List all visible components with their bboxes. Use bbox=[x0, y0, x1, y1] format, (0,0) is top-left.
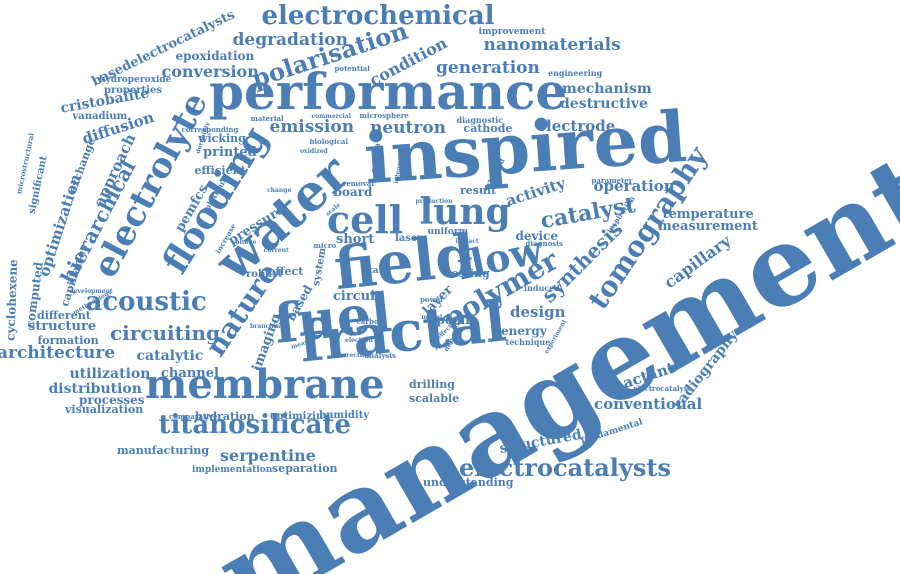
word-printed: printed bbox=[203, 144, 257, 160]
word-electrochemical: electrochemical bbox=[261, 1, 495, 31]
word-cell: cell bbox=[327, 197, 404, 242]
word-electrocatalyst: electrocatalyst bbox=[633, 383, 691, 393]
word-device: device bbox=[515, 229, 559, 243]
word-serpentine: serpentine bbox=[220, 446, 316, 465]
word-structure: structure bbox=[28, 318, 97, 334]
word-conversion: conversion bbox=[161, 62, 259, 81]
word-vanadium: vanadium bbox=[72, 111, 128, 122]
word-formation: formation bbox=[37, 333, 99, 347]
word-cathode: cathode bbox=[463, 121, 513, 135]
word-circuit: circuit bbox=[333, 288, 382, 304]
word-mechanism: mechanism bbox=[562, 81, 652, 97]
word-removal: removal bbox=[342, 178, 374, 188]
word-testing: testing bbox=[446, 266, 490, 280]
word-micro: micro bbox=[313, 240, 337, 250]
word-titanosilicate: titanosilicate bbox=[158, 410, 352, 440]
word-analysis: analysis bbox=[364, 350, 396, 360]
word-destructive: destructive bbox=[560, 96, 648, 112]
word-potential: potential bbox=[334, 63, 370, 73]
word-corresponding: corresponding bbox=[181, 124, 239, 134]
word-model: model bbox=[421, 314, 443, 321]
word-voltage: voltage bbox=[232, 239, 257, 246]
word-acoustic: acoustic bbox=[85, 287, 207, 317]
word-temperature: temperature bbox=[662, 206, 754, 222]
word-different: different bbox=[37, 308, 91, 322]
word-hydroperoxide: hydroperoxide bbox=[99, 74, 172, 85]
word-separation: separation bbox=[272, 461, 338, 475]
word-utilization: utilization bbox=[69, 366, 151, 382]
word-development: development bbox=[69, 288, 113, 295]
word-engineering: engineering bbox=[548, 68, 603, 78]
word-pemfc: pemfc bbox=[436, 313, 478, 327]
word-diagnostic: diagnostic bbox=[456, 115, 504, 125]
word-technique: technique bbox=[505, 337, 551, 347]
word-induced: induced bbox=[524, 283, 560, 293]
word-impact: impact bbox=[455, 238, 479, 245]
word-correction: correction bbox=[335, 352, 371, 359]
word-significant: significant bbox=[26, 154, 50, 216]
word-nanomaterials: nanomaterials bbox=[483, 34, 621, 55]
word-production: production bbox=[415, 198, 453, 205]
word-emission: emission bbox=[269, 116, 355, 137]
word-measurement: measurement bbox=[658, 218, 758, 234]
word-architecture: architecture bbox=[0, 342, 116, 363]
word-result: result bbox=[460, 183, 497, 197]
word-power: power bbox=[420, 294, 444, 304]
word-short: short bbox=[336, 231, 375, 247]
word-change: change bbox=[267, 187, 292, 194]
word-catalytic: catalytic bbox=[136, 348, 204, 364]
word-operation: operation bbox=[593, 176, 675, 195]
word-diagnosis: diagnosis bbox=[525, 238, 563, 248]
word-hydration: hydration bbox=[195, 409, 255, 423]
word-channel: channel bbox=[161, 365, 219, 381]
word-board: board bbox=[333, 185, 373, 199]
word-optimizing: optimizing bbox=[270, 411, 331, 422]
word-efficient: efficient bbox=[194, 163, 246, 177]
word-electron: electron bbox=[345, 337, 373, 344]
word-neutron: neutron bbox=[370, 117, 447, 138]
word-carbon: carbon bbox=[356, 316, 384, 326]
word-robust: robust bbox=[246, 269, 283, 280]
word-scalable: scalable bbox=[409, 391, 460, 405]
word-distribution: distribution bbox=[48, 381, 142, 397]
word-cyclohexene: cyclohexene bbox=[3, 258, 21, 342]
word-state: state bbox=[363, 265, 389, 276]
word-implementation: implementation bbox=[192, 464, 273, 475]
word-system: system bbox=[310, 246, 329, 287]
word-understanding: understanding bbox=[423, 475, 514, 489]
word-energy: energy bbox=[501, 324, 547, 338]
word-membrane: membrane bbox=[145, 361, 385, 408]
word-degradation: degradation bbox=[232, 29, 348, 50]
word-humidity: humidity bbox=[319, 410, 370, 421]
word-manufacturing: manufacturing bbox=[117, 443, 210, 457]
word-improvement: improvement bbox=[478, 26, 546, 37]
word-circuiting: circuiting bbox=[110, 321, 220, 345]
word-microsphere: microsphere bbox=[359, 110, 409, 120]
word-conventional: conventional bbox=[594, 394, 703, 413]
word-laser: laser bbox=[395, 233, 423, 244]
word-drilling: drilling bbox=[409, 377, 455, 391]
word-commercial: commercial bbox=[311, 113, 351, 120]
word-effect: effect bbox=[268, 264, 304, 278]
word-performance: performance bbox=[209, 62, 568, 121]
word-design: design bbox=[510, 302, 566, 321]
word-lung: lung bbox=[419, 191, 511, 233]
word-electrocatalysts: electrocatalysts bbox=[459, 453, 671, 482]
word-epoxidation: epoxidation bbox=[175, 49, 255, 63]
word-properties: properties bbox=[104, 85, 162, 96]
word-material: material bbox=[250, 113, 284, 123]
word-processes: processes bbox=[79, 393, 145, 407]
word-electrode: electrode bbox=[536, 116, 616, 135]
word-generation: generation bbox=[436, 57, 540, 78]
word-branching: branching bbox=[250, 323, 285, 330]
word-biological: biological bbox=[309, 136, 349, 146]
word-current: current bbox=[263, 247, 289, 254]
word-visualization: visualization bbox=[65, 402, 144, 416]
word-parameter: parameter bbox=[591, 175, 633, 185]
word-comparative: comparative bbox=[169, 411, 218, 421]
word-uniform: uniform bbox=[427, 226, 469, 237]
word-oxidized: oxidized bbox=[300, 148, 328, 155]
word-wicking: wicking bbox=[198, 131, 246, 145]
